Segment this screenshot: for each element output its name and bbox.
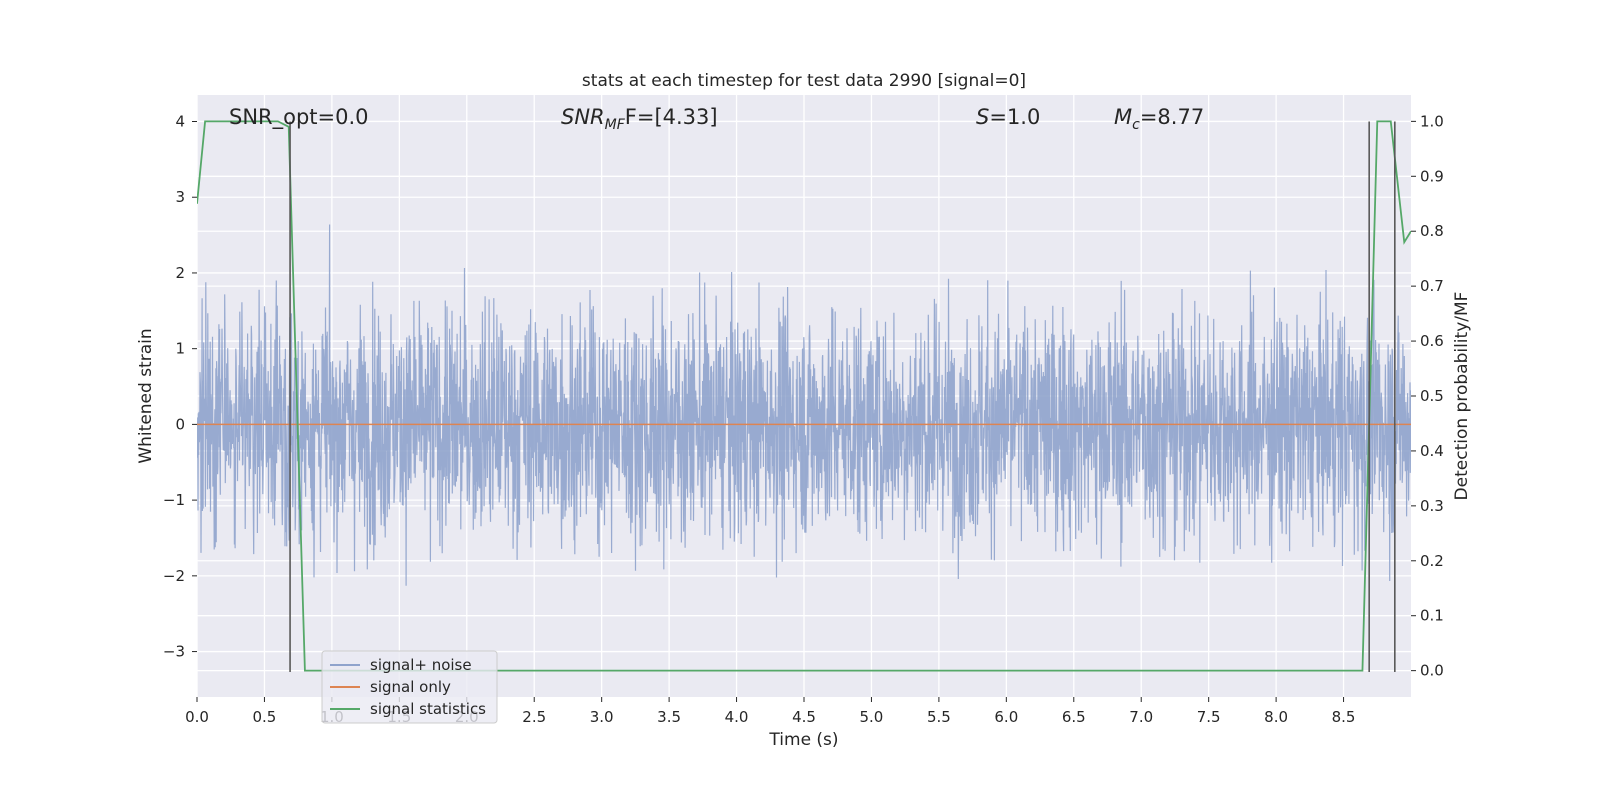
legend: signal+ noise signal only signal statist…: [321, 650, 498, 724]
y-right-tick-label: 0.3: [1420, 497, 1444, 515]
y-right-tick-label: 0.2: [1420, 552, 1444, 570]
legend-label-signal-only: signal only: [370, 678, 451, 696]
annotation-mc-main: M: [1114, 105, 1132, 129]
x-tick-label: 0.0: [185, 708, 209, 726]
x-tick-label: 6.0: [994, 708, 1018, 726]
annotation-s: S=1.0: [976, 105, 1040, 129]
annotation-snr-opt: SNR_opt=0.0: [229, 105, 369, 130]
y-tick-label: −3: [163, 643, 185, 661]
legend-label-signal-statistics: signal statistics: [370, 700, 486, 718]
y-tick-label: 3: [175, 188, 185, 206]
y-axis-ticks: 4 3 2 1 0 −1 −2 −3: [163, 113, 197, 661]
y-right-tick-label: 0.5: [1420, 387, 1444, 405]
x-tick-label: 4.5: [792, 708, 816, 726]
annotation-s-main: S: [976, 105, 989, 129]
y-right-tick-label: 0.1: [1420, 607, 1444, 625]
y-right-tick-label: 0.0: [1420, 662, 1444, 680]
series-signal-noise: [197, 224, 1411, 586]
annotation-mc-rest: =8.77: [1140, 105, 1204, 129]
x-tick-label: 8.0: [1264, 708, 1288, 726]
y-right-tick-label: 0.7: [1420, 277, 1444, 295]
y-axis-label: Whitened strain: [136, 328, 156, 463]
x-tick-label: 3.0: [590, 708, 614, 726]
y-tick-label: 4: [175, 113, 185, 131]
y-tick-label: −1: [163, 491, 185, 509]
x-tick-label: 3.5: [657, 708, 681, 726]
y-right-tick-label: 0.6: [1420, 332, 1444, 350]
series-layer: [197, 120, 1411, 672]
y-right-tick-label: 0.4: [1420, 442, 1444, 460]
x-tick-label: 2.5: [522, 708, 546, 726]
x-tick-label: 5.5: [927, 708, 951, 726]
x-tick-label: 8.5: [1332, 708, 1356, 726]
x-tick-label: 0.5: [253, 708, 277, 726]
y-right-axis-ticks: 1.0 0.9 0.8 0.7 0.6 0.5 0.4 0.3 0.2 0.1 0.0: [1411, 112, 1444, 680]
legend-box: [321, 650, 498, 724]
y-tick-label: 2: [175, 264, 185, 282]
annotation-mc: Mc=8.77: [1114, 105, 1204, 133]
y-tick-label: −2: [163, 567, 185, 585]
chart-title: stats at each timestep for test data 299…: [582, 71, 1026, 91]
y-right-axis-label: Detection probability/MF: [1452, 292, 1472, 501]
y-right-tick-label: 0.8: [1420, 222, 1444, 240]
annotation-snr-mf: SNRMFF=[4.33]: [561, 105, 718, 133]
annotation-mc-sub: c: [1132, 117, 1140, 133]
x-axis-label: Time (s): [768, 730, 838, 750]
annotation-snr-mf-sub: MF: [605, 117, 626, 133]
annotation-snr-mf-rest: F=[4.33]: [625, 105, 718, 129]
y-right-tick-label: 1.0: [1420, 112, 1444, 130]
annotation-snr-mf-main: SNR: [561, 105, 605, 129]
x-tick-label: 7.0: [1129, 708, 1153, 726]
x-tick-label: 7.5: [1197, 708, 1221, 726]
legend-label-signal-noise: signal+ noise: [370, 656, 472, 674]
x-tick-label: 5.0: [860, 708, 884, 726]
annotation-s-rest: =1.0: [989, 105, 1040, 129]
series-signal-statistics: [197, 120, 1411, 672]
y-right-tick-label: 0.9: [1420, 167, 1444, 185]
y-tick-label: 0: [175, 415, 185, 433]
x-tick-label: 4.0: [725, 708, 749, 726]
vertical-markers: [289, 121, 1396, 673]
y-tick-label: 1: [175, 340, 185, 358]
x-tick-label: 6.5: [1062, 708, 1086, 726]
